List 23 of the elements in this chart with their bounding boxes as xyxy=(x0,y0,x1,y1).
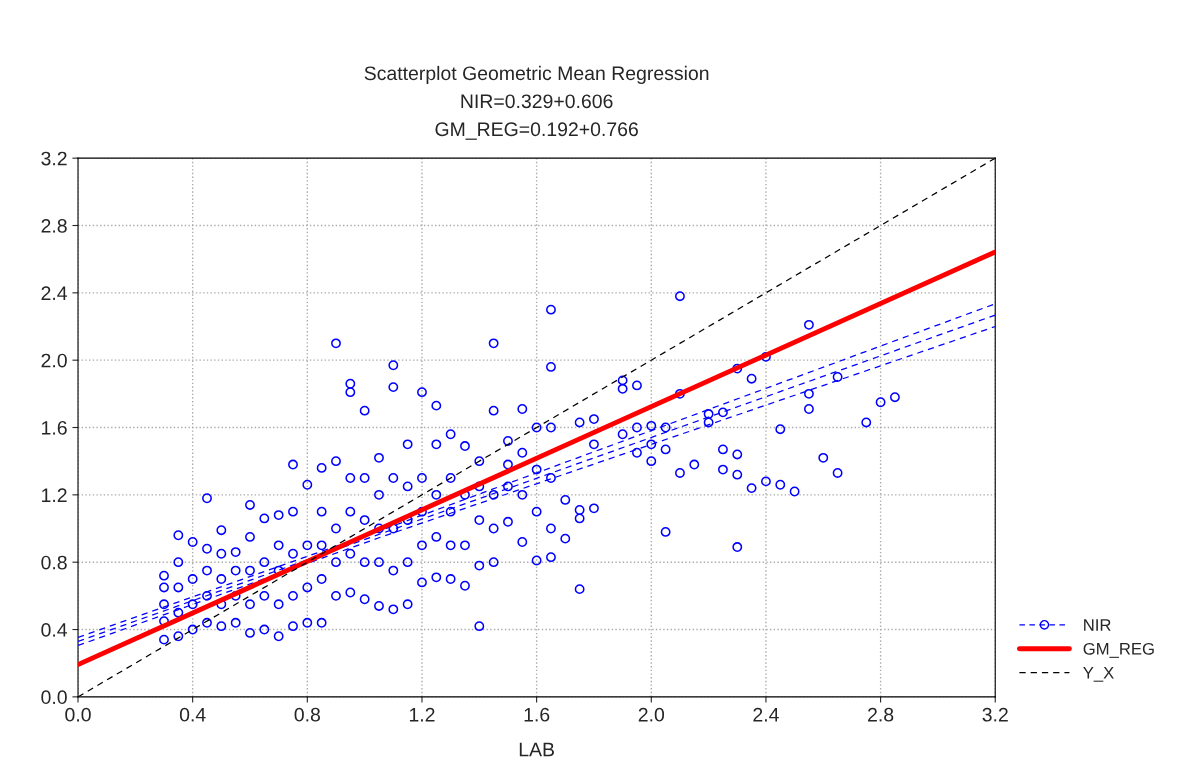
y-tick-label: 0.8 xyxy=(41,555,67,570)
y-tick-label: 1.2 xyxy=(42,488,67,502)
x-tick-label: 1.2 xyxy=(409,707,435,722)
y-tick-label: 0.4 xyxy=(41,623,68,637)
y-tick-label: 2.8 xyxy=(41,218,67,233)
chart-title: Scatterplot Geometric Mean Regression NIR=0.329+0.606 GM_REG=0.192+0.766 xyxy=(364,65,709,140)
y-tick-label: 3.2 xyxy=(41,151,67,166)
x-tick-label: 2.8 xyxy=(868,707,894,722)
legend-label: GM_REG xyxy=(1083,642,1154,658)
y-tick-label: 2.0 xyxy=(41,353,67,368)
y-tick-label: 2.4 xyxy=(41,286,68,300)
y-tick-label: 0.0 xyxy=(41,690,67,705)
x-tick-label: 1.6 xyxy=(524,707,550,722)
x-tick-label: 2.4 xyxy=(753,707,779,722)
legend-label: Y_X xyxy=(1083,666,1114,682)
x-tick-label: 0.4 xyxy=(179,707,206,722)
x-tick-label: 0.0 xyxy=(65,707,91,722)
y-tick-label: 1.6 xyxy=(42,420,67,435)
legend-label: NIR xyxy=(1084,619,1111,631)
x-tick-label: 3.2 xyxy=(982,707,1008,722)
x-tick-label: 0.8 xyxy=(294,707,320,722)
x-axis-title: LAB xyxy=(519,742,554,757)
x-tick-label: 2.0 xyxy=(638,707,665,722)
